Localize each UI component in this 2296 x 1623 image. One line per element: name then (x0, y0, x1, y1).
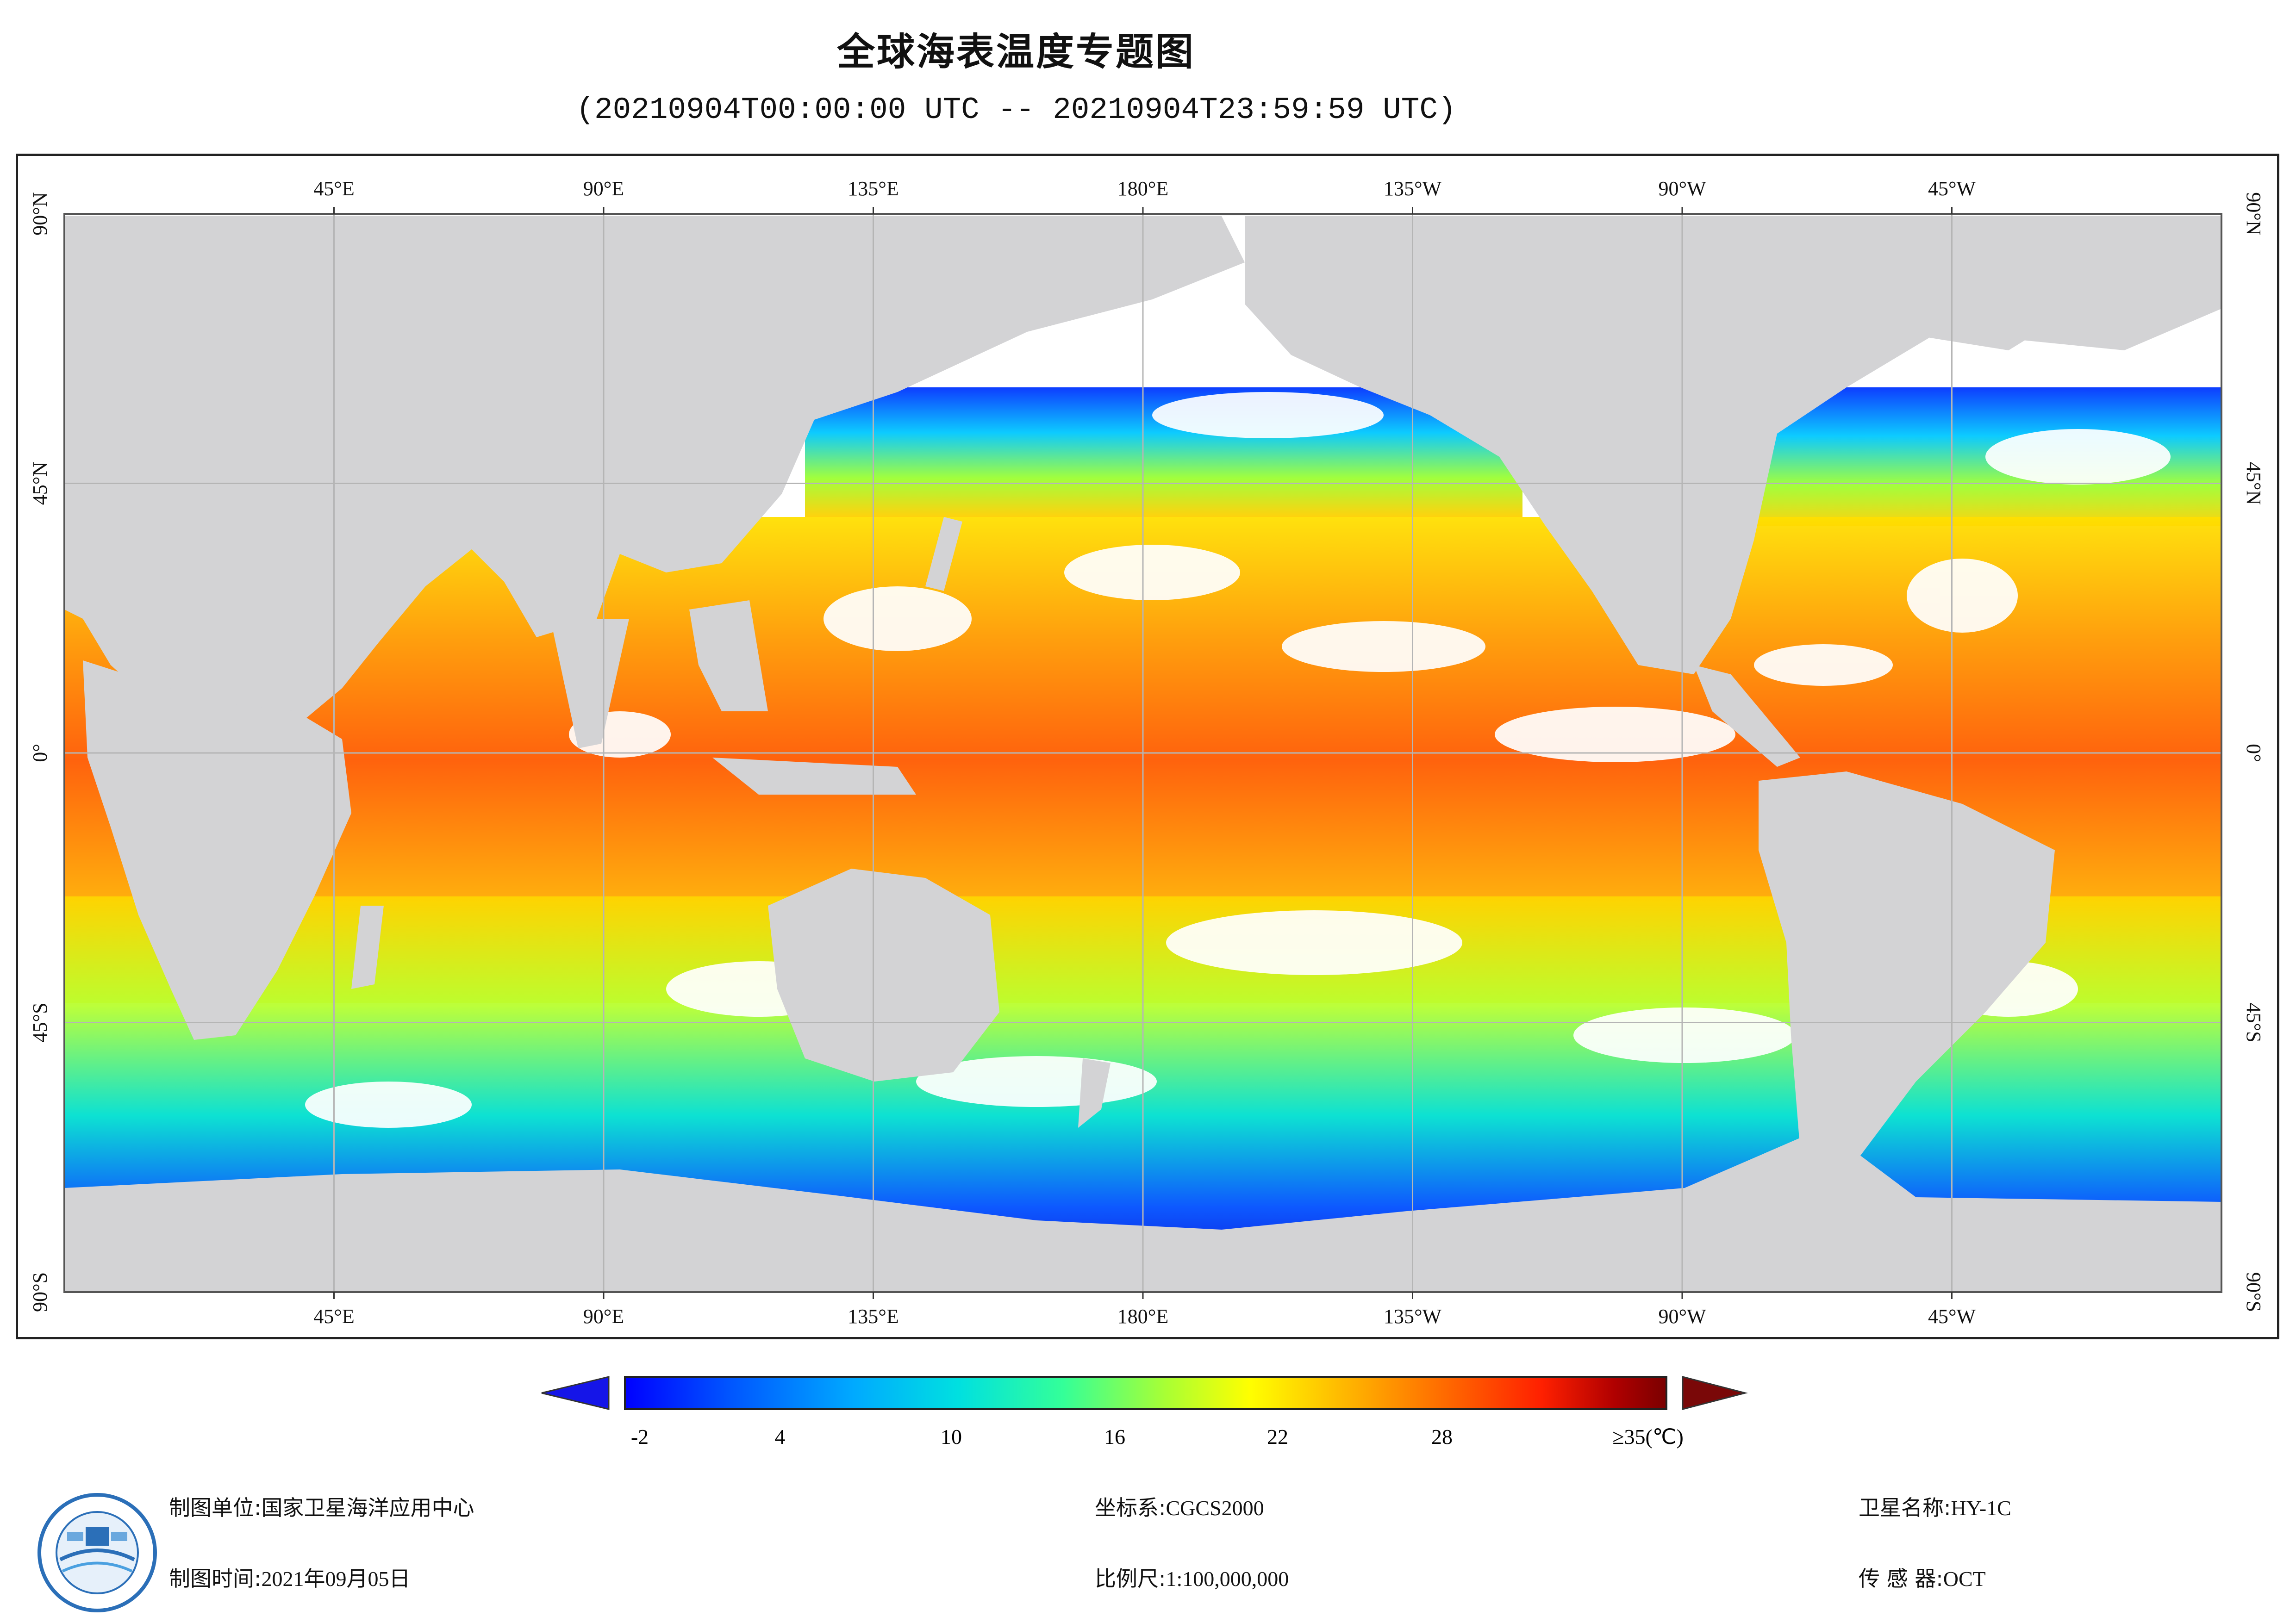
colorbar-tick: 16 (1104, 1425, 1125, 1449)
producer-label: 制图单位: (169, 1495, 262, 1520)
production-time: 制图时间:2021年09月05日 (169, 1562, 411, 1592)
map-frame: 45°E 90°E 135°E 180°E 135°W 90°W 45°W 45… (16, 154, 2279, 1339)
lon-bottom-90w: 90°W (1658, 1305, 1706, 1328)
crs-label: 坐标系: (1095, 1495, 1166, 1520)
lon-bottom-135w: 135°W (1384, 1305, 1442, 1328)
production-time-label: 制图时间: (169, 1566, 262, 1591)
lat-right-90s: 90°S (2242, 1272, 2265, 1312)
colorbar-tick: 22 (1267, 1425, 1288, 1449)
lon-top-45w: 45°W (1928, 177, 1976, 200)
producer: 制图单位:国家卫星海洋应用中心 (169, 1491, 474, 1522)
satellite-name: 卫星名称:HY-1C (1859, 1491, 2011, 1522)
colorbar: -2 4 10 16 22 28 ≥35(℃) (541, 1376, 1748, 1449)
scale-value: 1:100,000,000 (1166, 1567, 1289, 1591)
lon-bottom-45e: 45°E (313, 1305, 354, 1328)
lon-bottom-180e: 180°E (1117, 1305, 1168, 1328)
lat-left-90s: 90°S (29, 1272, 51, 1312)
colorbar-under-arrow (541, 1376, 610, 1410)
lon-top-90e: 90°E (583, 177, 624, 200)
colorbar-tick: 28 (1431, 1425, 1453, 1449)
lon-top-135w: 135°W (1384, 177, 1442, 200)
lat-left-45n: 45°N (29, 462, 51, 505)
map-canvas: 45°E 90°E 135°E 180°E 135°W 90°W 45°W 45… (29, 177, 2265, 1328)
colorbar-tick: -2 (631, 1425, 649, 1449)
lon-bottom-45w: 45°W (1928, 1305, 1976, 1328)
production-time-value: 2021年09月05日 (261, 1567, 411, 1591)
lat-right-90n: 90°N (2242, 192, 2265, 235)
lat-right-0: 0° (2242, 744, 2265, 762)
lon-bottom-135e: 135°E (848, 1305, 898, 1328)
scale-label: 比例尺: (1095, 1566, 1166, 1591)
coordinate-system: 坐标系:CGCS2000 (1095, 1491, 1264, 1522)
lat-left-90n: 90°N (29, 192, 51, 235)
colorbar-tick: 4 (775, 1425, 786, 1449)
time-range: (20210904T00:00:00 UTC -- 20210904T23:59… (576, 93, 1456, 127)
map-scale: 比例尺:1:100,000,000 (1095, 1562, 1289, 1592)
crs-value: CGCS2000 (1166, 1496, 1264, 1520)
lat-right-45s: 45°S (2242, 1002, 2265, 1042)
lat-left-45s: 45°S (29, 1002, 51, 1042)
sensor-label: 传 感 器: (1859, 1566, 1943, 1591)
frame-ticks (333, 207, 1953, 1299)
map-title: 全球海表温度专题图 (836, 30, 1195, 74)
lon-top-90w: 90°W (1658, 177, 1706, 200)
lat-left-0: 0° (29, 744, 51, 762)
graticule (64, 214, 2221, 1292)
sensor-value: OCT (1943, 1567, 1986, 1591)
satellite-value: HY-1C (1951, 1496, 2011, 1520)
lon-top-180e: 180°E (1117, 177, 1168, 200)
producer-value: 国家卫星海洋应用中心 (261, 1496, 474, 1520)
lon-top-45e: 45°E (313, 177, 354, 200)
satellite-label: 卫星名称: (1859, 1495, 1951, 1520)
colorbar-tick: 10 (941, 1425, 962, 1449)
colorbar-ramp (624, 1376, 1667, 1410)
colorbar-tick: ≥35(℃) (1612, 1425, 1684, 1449)
lon-top-135e: 135°E (848, 177, 898, 200)
lat-right-45n: 45°N (2242, 462, 2265, 505)
nsoas-logo (37, 1493, 157, 1612)
lon-bottom-90e: 90°E (583, 1305, 624, 1328)
colorbar-over-arrow (1682, 1376, 1748, 1410)
sensor: 传 感 器:OCT (1859, 1562, 1986, 1592)
